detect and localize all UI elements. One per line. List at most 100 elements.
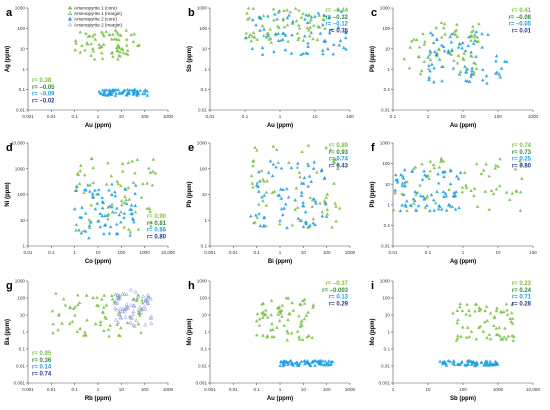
data-point [136,294,141,299]
r-value-f: r= 0.74 [512,143,532,149]
data-point [98,225,103,229]
data-point [124,301,129,306]
data-point [462,170,467,174]
data-point [147,206,152,210]
data-point [285,225,289,230]
data-point [310,335,314,339]
data-point [255,148,259,152]
data-point [146,294,151,299]
data-point [446,50,451,54]
data-point [102,231,106,236]
y-tick-label-b: 1 [204,67,207,72]
data-point [249,39,253,43]
data-point [109,174,113,178]
data-point [437,165,442,169]
data-point [289,165,294,170]
data-point [250,46,255,51]
data-point [126,52,130,56]
data-point [89,220,93,224]
data-point [136,322,141,326]
data-point [282,362,286,367]
y-tick-label-c: 100 [382,26,390,31]
data-point [331,159,336,163]
data-point [328,147,333,152]
data-point [471,28,475,32]
data-point [462,51,466,55]
x-tick-label-a: 0.01 [47,114,56,119]
data-point [82,190,86,194]
data-point [250,17,255,22]
y-tick-label-a: 100 [17,26,25,31]
data-point [466,43,471,48]
data-point [471,41,476,45]
data-point [511,338,516,342]
data-point [439,156,443,160]
data-point [520,176,524,180]
data-point [100,213,104,218]
data-point [475,204,480,208]
data-point [275,24,280,28]
y-tick-label-c: 0.1 [384,87,391,92]
data-point [109,51,114,55]
data-point [429,50,433,55]
r-value-a: r= 0.38 [32,78,52,84]
data-point [77,228,81,232]
data-point [277,9,282,13]
data-point [448,34,452,39]
panel-label-e: e [188,142,194,154]
data-point [125,93,129,97]
data-point [455,308,460,312]
data-point [272,49,276,54]
data-point [504,302,509,306]
data-point [458,301,462,306]
data-point [74,188,79,192]
data-point [301,200,305,205]
data-point [265,179,269,183]
data-point [109,37,114,41]
data-point [321,52,325,56]
data-point [494,361,499,365]
data-point [102,293,107,297]
data-point [115,48,120,53]
data-point [413,198,417,203]
y-axis-title-b: Sb (ppm) [187,46,193,72]
data-point [110,90,115,94]
data-point [484,363,489,367]
data-point [80,205,84,209]
data-point [508,316,512,320]
data-point [326,46,330,51]
data-point [312,160,317,164]
r-value-i: r= 0.28 [512,301,532,307]
data-point [87,218,91,222]
data-point [106,327,111,332]
y-tick-label-a: 0.01 [16,108,25,113]
data-point [313,363,317,367]
data-point [284,187,289,191]
data-point [279,359,283,364]
data-point [278,311,283,315]
data-point [93,207,98,211]
data-point [279,206,284,211]
y-axis-title-c: Pb (ppm) [370,46,376,72]
data-point [287,160,291,164]
data-point [79,231,84,235]
data-point [336,8,341,12]
y-axis-title-h: Mo (ppm) [187,319,193,346]
data-point [418,71,423,76]
data-point [255,181,260,185]
data-point [452,190,456,195]
data-point [260,52,265,56]
r-value-e: r= 0.43 [329,163,349,169]
data-point [297,314,301,318]
data-point [473,32,477,36]
data-point [484,162,488,166]
x-tick-label-g: 1000 [163,387,174,392]
data-point [464,70,469,74]
data-point [285,16,290,20]
data-point [133,289,138,294]
data-point [442,174,446,179]
x-tick-label-g: 100 [141,387,149,392]
data-point [104,29,109,33]
data-point [111,54,115,58]
data-point [116,311,121,316]
